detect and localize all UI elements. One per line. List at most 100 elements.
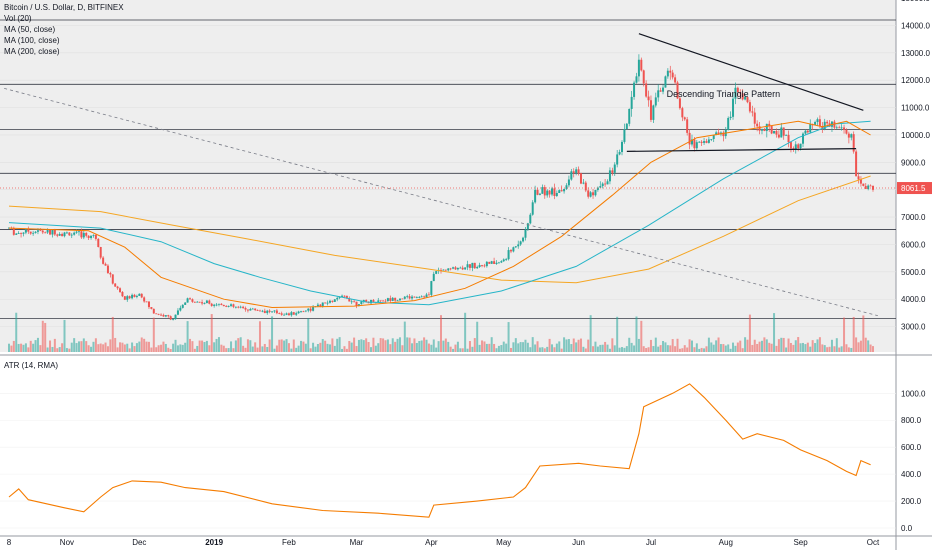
candle-body xyxy=(473,262,476,269)
volume-bar xyxy=(106,346,109,352)
volume-bar xyxy=(579,338,582,352)
candle-body xyxy=(582,182,585,184)
volume-bar xyxy=(493,343,496,352)
volume-bar xyxy=(671,339,674,352)
ma-200-line xyxy=(8,175,871,284)
volume-bar xyxy=(39,345,42,352)
candle-body xyxy=(225,306,228,307)
candle-body xyxy=(220,303,223,305)
candle-body xyxy=(608,170,611,182)
volume-bar xyxy=(869,344,872,352)
volume-bar xyxy=(587,339,590,352)
volume-bar xyxy=(676,338,679,352)
price-pane-background xyxy=(0,0,896,352)
candle-body xyxy=(821,126,824,130)
volume-bar xyxy=(621,347,624,352)
volume-bar xyxy=(681,348,684,352)
candle-body xyxy=(787,134,790,143)
candle-body xyxy=(106,265,109,273)
volume-bar xyxy=(473,338,476,352)
volume-bar xyxy=(237,338,240,352)
volume-bar xyxy=(618,347,621,352)
candle-body xyxy=(768,123,771,127)
candle-body xyxy=(213,304,216,306)
candle-body xyxy=(420,296,423,298)
candle-body xyxy=(367,301,370,304)
candle-body xyxy=(198,301,201,303)
volume-bar xyxy=(324,340,327,352)
volume-bar xyxy=(524,339,527,352)
candle-body xyxy=(32,232,35,234)
candle-body xyxy=(657,90,660,98)
volume-bar xyxy=(355,346,358,352)
volume-bar xyxy=(321,339,324,352)
candle-body xyxy=(384,300,387,302)
candle-body xyxy=(649,100,652,120)
volume-bar xyxy=(575,342,578,352)
volume-bar xyxy=(616,316,619,352)
volume-bar xyxy=(297,345,300,352)
volume-bar xyxy=(300,340,303,352)
candle-body xyxy=(150,307,153,309)
volume-bar xyxy=(855,337,858,352)
volume-bar xyxy=(186,321,189,352)
volume-bar xyxy=(551,344,554,352)
volume-bar xyxy=(176,345,179,352)
volume-bar xyxy=(326,343,329,352)
candle-body xyxy=(114,283,117,287)
candle-body xyxy=(167,315,170,317)
volume-bar xyxy=(584,348,587,352)
volume-bar xyxy=(664,342,667,352)
volume-bar xyxy=(507,322,510,352)
volume-bar xyxy=(251,346,254,352)
volume-bar xyxy=(403,321,406,352)
time-tick-label: 8 xyxy=(7,538,12,547)
volume-bar xyxy=(753,339,756,352)
volume-bar xyxy=(625,346,628,352)
volume-bar xyxy=(295,347,298,352)
candle-body xyxy=(408,296,411,299)
volume-bar xyxy=(230,341,233,352)
candle-body xyxy=(671,72,674,78)
volume-bar xyxy=(292,339,295,352)
candle-body xyxy=(698,141,701,143)
candle-body xyxy=(77,231,80,233)
volume-bar xyxy=(635,316,638,352)
volume-bar xyxy=(406,337,409,352)
candle-body xyxy=(353,301,356,303)
volume-bar xyxy=(710,342,713,352)
candle-body xyxy=(411,296,414,299)
volume-bar xyxy=(466,348,469,352)
candle-body xyxy=(845,129,848,134)
candle-body xyxy=(266,310,269,314)
volume-bar xyxy=(633,345,636,352)
candle-body xyxy=(230,304,233,306)
volume-bar xyxy=(15,312,18,352)
candle-body xyxy=(579,173,582,184)
volume-bar xyxy=(131,342,134,352)
candle-body xyxy=(256,310,259,311)
volume-bar xyxy=(58,347,61,352)
volume-bar xyxy=(353,337,356,352)
candle-body xyxy=(864,185,867,189)
price-legend: Bitcoin / U.S. Dollar, D, BITFINEX Vol (… xyxy=(4,2,124,57)
candle-body xyxy=(46,229,49,233)
candle-body xyxy=(775,130,778,135)
volume-bar xyxy=(809,346,812,352)
volume-bar xyxy=(210,314,213,352)
candle-body xyxy=(285,313,288,315)
volume-bar xyxy=(454,344,457,352)
candle-body xyxy=(867,185,870,189)
candle-body xyxy=(418,296,421,298)
candle-body xyxy=(546,190,549,196)
volume-bar xyxy=(567,339,570,352)
volume-bar xyxy=(715,340,718,352)
atr-tick-label: 600.0 xyxy=(901,443,922,452)
volume-bar xyxy=(596,346,599,352)
candle-body xyxy=(232,304,235,307)
volume-bar xyxy=(734,345,737,352)
volume-bar xyxy=(46,347,49,352)
volume-bar xyxy=(169,348,172,352)
volume-bar xyxy=(109,339,112,352)
